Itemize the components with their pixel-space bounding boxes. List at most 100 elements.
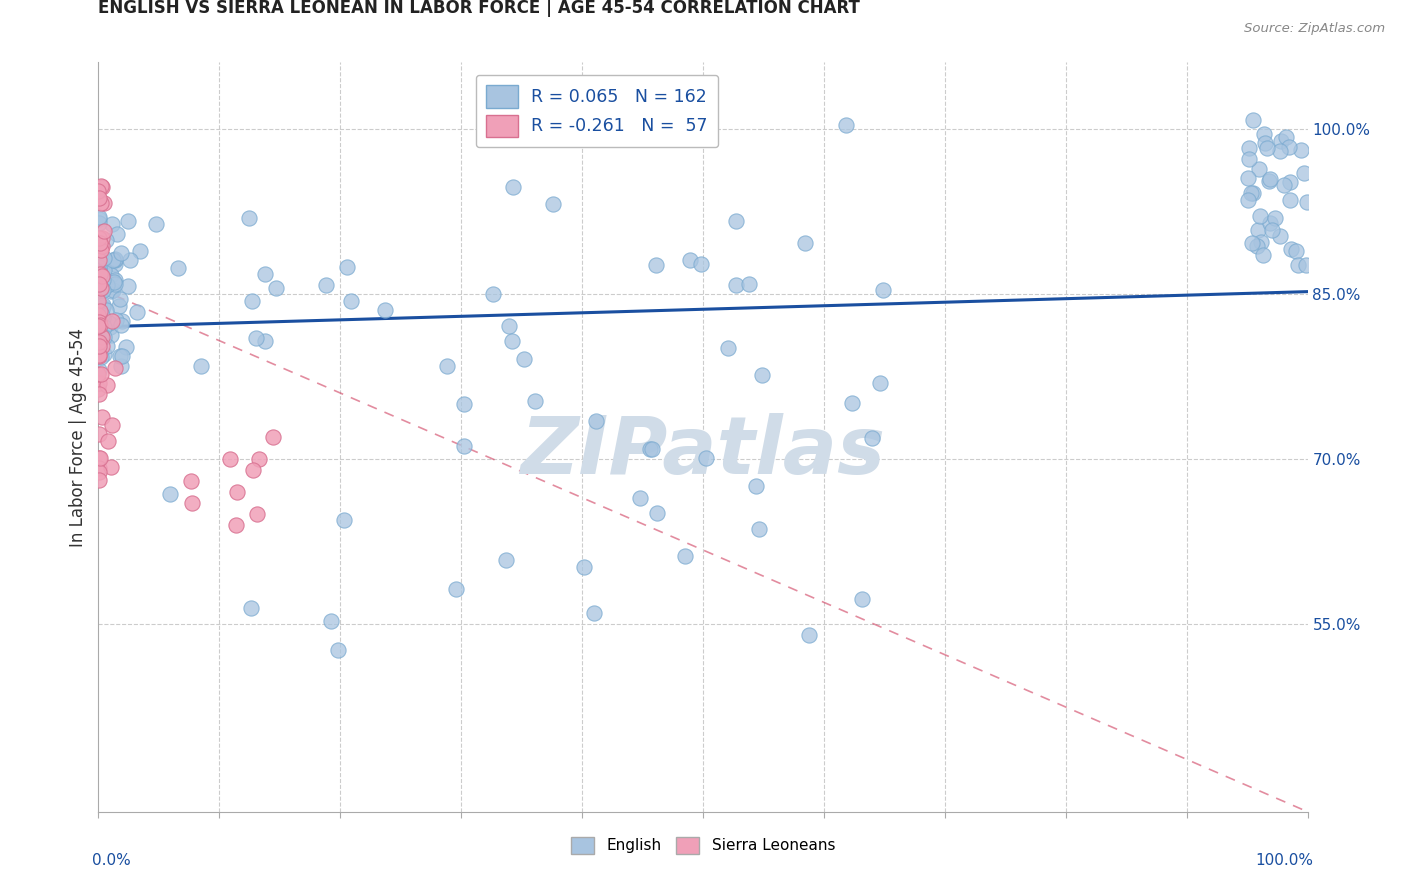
Point: [159, 487, 181, 501]
Point: [513, 351, 536, 366]
Point: [100, 284, 122, 298]
Point: [87, 339, 110, 353]
Point: [87, 329, 110, 343]
Point: [673, 549, 696, 563]
Point: [180, 474, 202, 488]
Point: [91, 330, 114, 344]
Point: [104, 252, 127, 267]
Point: [1258, 216, 1281, 230]
Point: [90, 368, 112, 382]
Point: [89, 315, 111, 329]
Point: [339, 293, 361, 308]
Point: [585, 414, 607, 428]
Point: [110, 359, 132, 373]
Point: [240, 293, 263, 308]
Point: [87, 473, 110, 487]
Point: [1279, 242, 1302, 256]
Point: [834, 118, 856, 132]
Point: [1246, 239, 1268, 253]
Point: [89, 376, 111, 390]
Point: [96, 277, 118, 292]
Point: [242, 463, 264, 477]
Text: ENGLISH VS SIERRA LEONEAN IN LABOR FORCE | AGE 45-54 CORRELATION CHART: ENGLISH VS SIERRA LEONEAN IN LABOR FORCE…: [98, 0, 860, 18]
Point: [103, 276, 125, 290]
Point: [91, 298, 114, 312]
Point: [91, 239, 114, 253]
Point: [1295, 258, 1317, 272]
Point: [89, 211, 111, 226]
Point: [90, 350, 112, 364]
Point: [93, 347, 115, 361]
Point: [89, 318, 111, 333]
Point: [1264, 211, 1286, 226]
Point: [87, 334, 110, 348]
Point: [1237, 194, 1260, 208]
Point: [87, 314, 110, 328]
Point: [91, 273, 114, 287]
Point: [446, 582, 468, 596]
Point: [91, 180, 114, 194]
Point: [93, 311, 115, 326]
Point: [690, 257, 713, 271]
Point: [110, 245, 132, 260]
Point: [90, 195, 112, 210]
Point: [87, 260, 110, 274]
Point: [93, 251, 115, 265]
Point: [108, 299, 131, 313]
Point: [495, 553, 517, 567]
Point: [90, 178, 112, 193]
Point: [1256, 141, 1278, 155]
Point: [91, 308, 114, 322]
Point: [108, 349, 131, 363]
Point: [1286, 258, 1309, 272]
Point: [336, 260, 359, 274]
Point: [101, 217, 124, 231]
Point: [87, 368, 110, 382]
Point: [104, 252, 127, 266]
Point: [89, 266, 111, 280]
Point: [541, 197, 564, 211]
Y-axis label: In Labor Force | Age 45-54: In Labor Force | Age 45-54: [69, 327, 87, 547]
Point: [218, 452, 240, 467]
Point: [101, 417, 124, 432]
Point: [89, 304, 111, 318]
Point: [91, 279, 114, 293]
Point: [93, 330, 115, 344]
Point: [89, 210, 111, 224]
Point: [1241, 113, 1264, 128]
Point: [1240, 186, 1263, 200]
Point: [87, 319, 110, 334]
Point: [498, 318, 520, 333]
Point: [724, 214, 747, 228]
Point: [1279, 175, 1302, 189]
Point: [89, 450, 111, 465]
Point: [717, 341, 740, 355]
Point: [101, 314, 124, 328]
Point: [167, 261, 190, 276]
Point: [797, 628, 820, 642]
Point: [1240, 235, 1263, 250]
Point: [851, 591, 873, 606]
Point: [100, 268, 122, 282]
Point: [87, 272, 110, 286]
Point: [453, 438, 475, 452]
Point: [254, 334, 277, 349]
Point: [89, 235, 111, 250]
Point: [1279, 193, 1302, 207]
Text: 0.0%: 0.0%: [93, 853, 131, 868]
Point: [91, 269, 114, 284]
Point: [128, 244, 150, 258]
Point: [100, 327, 122, 342]
Point: [1236, 171, 1258, 186]
Point: [127, 305, 149, 319]
Point: [90, 339, 112, 353]
Point: [644, 258, 666, 272]
Point: [110, 318, 132, 332]
Point: [101, 252, 124, 267]
Point: [738, 277, 761, 291]
Point: [104, 273, 127, 287]
Text: 100.0%: 100.0%: [1256, 853, 1313, 868]
Point: [145, 217, 167, 231]
Point: [1247, 161, 1270, 176]
Point: [87, 382, 110, 396]
